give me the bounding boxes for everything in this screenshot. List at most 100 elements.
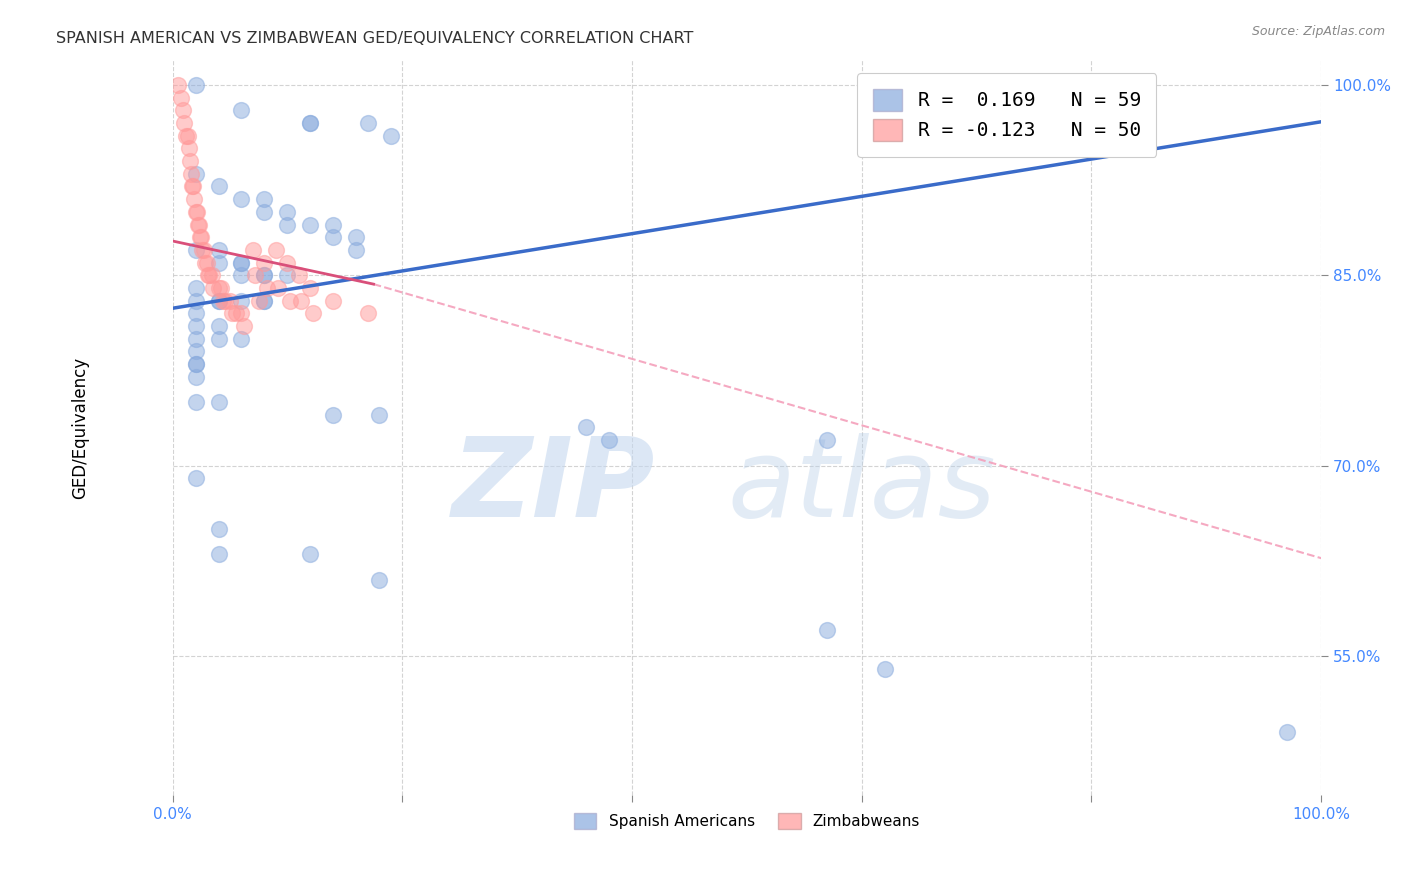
Point	[231, 255, 253, 269]
Point	[187, 218, 209, 232]
Point	[195, 255, 218, 269]
Point	[288, 268, 311, 283]
Point	[184, 293, 207, 308]
Point	[177, 141, 200, 155]
Point	[253, 293, 276, 308]
Point	[253, 268, 276, 283]
Point	[278, 293, 301, 308]
Point	[219, 293, 242, 308]
Point	[190, 230, 212, 244]
Point	[191, 243, 214, 257]
Point	[201, 268, 224, 283]
Point	[184, 369, 207, 384]
Point	[176, 128, 198, 143]
Point	[207, 547, 229, 561]
Point	[368, 408, 391, 422]
Point	[322, 218, 344, 232]
Point	[231, 255, 253, 269]
Point	[198, 268, 221, 283]
Point	[256, 281, 278, 295]
Point	[299, 218, 322, 232]
Point	[344, 243, 367, 257]
Point	[242, 243, 264, 257]
Text: ZIP: ZIP	[451, 433, 655, 540]
Point	[167, 78, 190, 92]
Point	[186, 204, 208, 219]
Point	[207, 395, 229, 409]
Point	[184, 357, 207, 371]
Point	[194, 255, 217, 269]
Point	[176, 128, 198, 143]
Point	[221, 306, 243, 320]
Point	[181, 179, 204, 194]
Point	[290, 293, 312, 308]
Point	[207, 522, 229, 536]
Point	[253, 293, 276, 308]
Point	[184, 395, 207, 409]
Point	[184, 357, 207, 371]
Point	[207, 318, 229, 333]
Point	[299, 547, 322, 561]
Point	[184, 281, 207, 295]
Point	[184, 204, 207, 219]
Point	[276, 204, 298, 219]
Point	[184, 344, 207, 359]
Point	[184, 167, 207, 181]
Point	[276, 218, 298, 232]
Point	[207, 293, 229, 308]
Point	[225, 306, 247, 320]
Point	[231, 293, 253, 308]
Text: SPANISH AMERICAN VS ZIMBABWEAN GED/EQUIVALENCY CORRELATION CHART: SPANISH AMERICAN VS ZIMBABWEAN GED/EQUIV…	[56, 31, 693, 46]
Point	[207, 243, 229, 257]
Point	[1275, 725, 1298, 739]
Point	[201, 281, 224, 295]
Point	[380, 128, 402, 143]
Point	[209, 281, 232, 295]
Point	[184, 306, 207, 320]
Point	[357, 306, 380, 320]
Point	[267, 281, 290, 295]
Point	[193, 243, 215, 257]
Point	[247, 293, 270, 308]
Point	[231, 332, 253, 346]
Point	[197, 268, 219, 283]
Point	[214, 293, 236, 308]
Point	[188, 218, 211, 232]
Point	[299, 281, 322, 295]
Point	[231, 306, 253, 320]
Point	[575, 420, 598, 434]
Point	[207, 293, 229, 308]
Point	[873, 661, 896, 675]
Point	[299, 116, 322, 130]
Point	[207, 332, 229, 346]
Point	[299, 116, 322, 130]
Point	[253, 204, 276, 219]
Point	[172, 103, 194, 118]
Point	[245, 268, 267, 283]
Point	[173, 116, 195, 130]
Point	[207, 281, 229, 295]
Text: atlas: atlas	[727, 433, 995, 540]
Point	[207, 179, 229, 194]
Y-axis label: GED/Equivalency: GED/Equivalency	[72, 357, 89, 499]
Point	[212, 293, 235, 308]
Point	[183, 192, 205, 206]
Point	[368, 573, 391, 587]
Point	[207, 255, 229, 269]
Point	[232, 318, 254, 333]
Point	[301, 306, 323, 320]
Point	[184, 243, 207, 257]
Point	[188, 230, 211, 244]
Point	[184, 332, 207, 346]
Point	[598, 433, 620, 447]
Point	[253, 255, 276, 269]
Point	[815, 624, 838, 638]
Point	[344, 230, 367, 244]
Point	[322, 230, 344, 244]
Point	[322, 408, 344, 422]
Point	[276, 268, 298, 283]
Point	[322, 293, 344, 308]
Point	[231, 268, 253, 283]
Point	[179, 154, 201, 169]
Point	[357, 116, 380, 130]
